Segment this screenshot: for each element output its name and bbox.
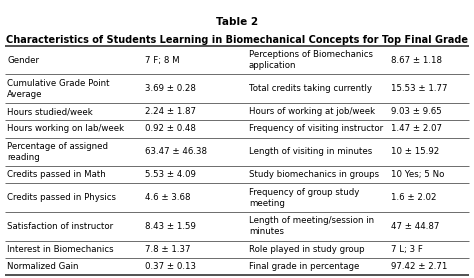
- Text: Hours studied/week: Hours studied/week: [7, 107, 93, 116]
- Text: 5.53 ± 4.09: 5.53 ± 4.09: [145, 170, 195, 179]
- Text: Final grade in percentage: Final grade in percentage: [249, 262, 359, 271]
- Text: 63.47 ± 46.38: 63.47 ± 46.38: [145, 147, 207, 157]
- Text: 2.24 ± 1.87: 2.24 ± 1.87: [145, 107, 196, 116]
- Text: 0.92 ± 0.48: 0.92 ± 0.48: [145, 125, 195, 133]
- Text: Gender: Gender: [7, 56, 39, 65]
- Text: 10 Yes; 5 No: 10 Yes; 5 No: [391, 170, 445, 179]
- Text: Percentage of assigned
reading: Percentage of assigned reading: [7, 142, 108, 162]
- Text: 7 L; 3 F: 7 L; 3 F: [391, 245, 423, 254]
- Text: Normalized Gain: Normalized Gain: [7, 262, 79, 271]
- Text: Satisfaction of instructor: Satisfaction of instructor: [7, 222, 113, 231]
- Text: Table 2: Table 2: [216, 17, 258, 27]
- Text: 7 F; 8 M: 7 F; 8 M: [145, 56, 179, 65]
- Text: 15.53 ± 1.77: 15.53 ± 1.77: [391, 84, 447, 93]
- Text: Length of meeting/session in
minutes: Length of meeting/session in minutes: [249, 216, 374, 236]
- Text: 9.03 ± 9.65: 9.03 ± 9.65: [391, 107, 442, 116]
- Text: 10 ± 15.92: 10 ± 15.92: [391, 147, 439, 157]
- Text: Frequency of visiting instructor: Frequency of visiting instructor: [249, 125, 383, 133]
- Text: Credits passed in Math: Credits passed in Math: [7, 170, 106, 179]
- Text: 1.47 ± 2.07: 1.47 ± 2.07: [391, 125, 442, 133]
- Text: 1.6 ± 2.02: 1.6 ± 2.02: [391, 193, 437, 202]
- Text: Hours working on lab/week: Hours working on lab/week: [7, 125, 124, 133]
- Text: Hours of working at job/week: Hours of working at job/week: [249, 107, 375, 116]
- Text: 0.37 ± 0.13: 0.37 ± 0.13: [145, 262, 196, 271]
- Text: 47 ± 44.87: 47 ± 44.87: [391, 222, 439, 231]
- Text: 8.67 ± 1.18: 8.67 ± 1.18: [391, 56, 442, 65]
- Text: Total credits taking currently: Total credits taking currently: [249, 84, 372, 93]
- Text: Credits passed in Physics: Credits passed in Physics: [7, 193, 116, 202]
- Text: Frequency of group study
meeting: Frequency of group study meeting: [249, 188, 359, 208]
- Text: Characteristics of Students Learning in Biomechanical Concepts for Top Final Gra: Characteristics of Students Learning in …: [6, 35, 468, 45]
- Text: Interest in Biomechanics: Interest in Biomechanics: [7, 245, 114, 254]
- Text: Study biomechanics in groups: Study biomechanics in groups: [249, 170, 379, 179]
- Text: 3.69 ± 0.28: 3.69 ± 0.28: [145, 84, 195, 93]
- Text: Cumulative Grade Point
Average: Cumulative Grade Point Average: [7, 79, 109, 99]
- Text: Length of visiting in minutes: Length of visiting in minutes: [249, 147, 372, 157]
- Text: 8.43 ± 1.59: 8.43 ± 1.59: [145, 222, 195, 231]
- Text: Perceptions of Biomechanics
application: Perceptions of Biomechanics application: [249, 50, 373, 70]
- Text: 4.6 ± 3.68: 4.6 ± 3.68: [145, 193, 190, 202]
- Text: 97.42 ± 2.71: 97.42 ± 2.71: [391, 262, 447, 271]
- Text: 7.8 ± 1.37: 7.8 ± 1.37: [145, 245, 190, 254]
- Text: Role played in study group: Role played in study group: [249, 245, 365, 254]
